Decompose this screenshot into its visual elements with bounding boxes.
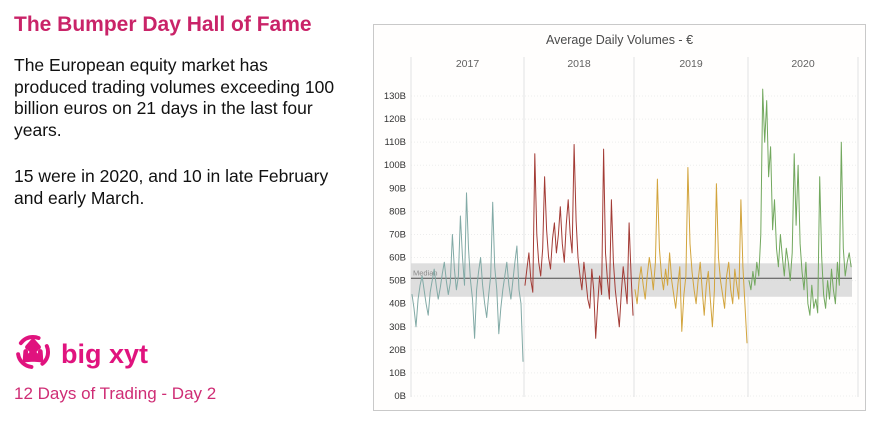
intro-paragraph: The European equity market has produced … — [14, 55, 335, 140]
big-xyt-logo-text: big xyt — [61, 339, 149, 369]
svg-text:2018: 2018 — [567, 58, 591, 70]
svg-text:20B: 20B — [389, 345, 406, 356]
stats-paragraph: 15 were in 2020, and 10 in late February… — [14, 166, 329, 208]
big-xyt-logo-icon — [14, 333, 52, 376]
svg-text:10B: 10B — [389, 368, 406, 379]
chart-title: Average Daily Volumes - € — [545, 33, 694, 47]
svg-text:2019: 2019 — [679, 58, 703, 70]
chart-panel: Average Daily Volumes - € 0B 10B 20B 30B 40B… — [373, 24, 866, 411]
page-title: The Bumper Day Hall of Fame — [14, 13, 312, 36]
svg-text:30B: 30B — [389, 322, 406, 333]
svg-text:130B: 130B — [384, 91, 406, 102]
svg-text:0B: 0B — [394, 391, 406, 402]
svg-text:40B: 40B — [389, 299, 406, 310]
svg-text:50B: 50B — [389, 276, 406, 287]
svg-text:Median: Median — [413, 268, 438, 277]
svg-text:2017: 2017 — [456, 58, 480, 70]
svg-text:100B: 100B — [384, 160, 406, 171]
svg-text:80B: 80B — [389, 206, 406, 217]
big-xyt-logo: big xyt — [14, 333, 148, 376]
campaign-caption: 12 Days of Trading - Day 2 — [14, 384, 217, 403]
svg-text:120B: 120B — [384, 114, 406, 125]
svg-text:60B: 60B — [389, 253, 406, 264]
svg-text:70B: 70B — [389, 229, 406, 240]
svg-text:110B: 110B — [385, 137, 406, 148]
svg-text:90B: 90B — [389, 183, 406, 194]
volumes-line-chart: 0B 10B 20B 30B 40B 50B 60B 70B 80B 90B 100B 110B 120… — [384, 57, 859, 402]
svg-text:2020: 2020 — [791, 58, 815, 70]
